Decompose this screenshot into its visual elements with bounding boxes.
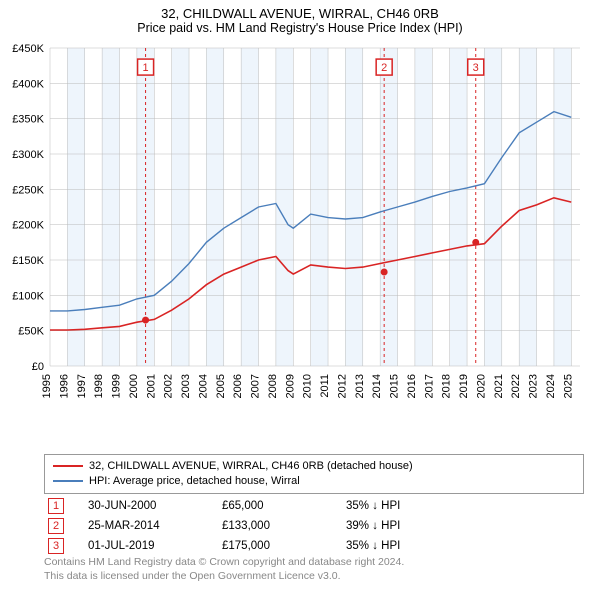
svg-text:2020: 2020: [475, 374, 487, 398]
svg-text:2003: 2003: [180, 374, 192, 398]
page: 32, CHILDWALL AVENUE, WIRRAL, CH46 0RB P…: [0, 0, 600, 590]
svg-text:2018: 2018: [441, 374, 453, 398]
svg-text:£350K: £350K: [12, 114, 44, 126]
chart-svg: 123£0£50K£100K£150K£200K£250K£300K£350K£…: [44, 44, 584, 414]
svg-text:2006: 2006: [232, 374, 244, 398]
event-pct: 39% ↓ HPI: [346, 520, 466, 532]
title-subtitle: Price paid vs. HM Land Registry's House …: [0, 21, 600, 35]
event-price: £65,000: [222, 500, 322, 512]
svg-text:£0: £0: [32, 361, 44, 373]
event-pct: 35% ↓ HPI: [346, 540, 466, 552]
svg-text:£100K: £100K: [12, 290, 44, 302]
footer-line: This data is licensed under the Open Gov…: [44, 570, 584, 584]
event-badge: 2: [48, 518, 64, 534]
svg-text:2001: 2001: [145, 374, 157, 398]
svg-text:£200K: £200K: [12, 220, 44, 232]
svg-text:£150K: £150K: [12, 255, 44, 267]
svg-text:1997: 1997: [76, 374, 88, 398]
title-block: 32, CHILDWALL AVENUE, WIRRAL, CH46 0RB P…: [0, 0, 600, 39]
events-table: 1 30-JUN-2000 £65,000 35% ↓ HPI 2 25-MAR-2014…: [44, 496, 584, 556]
svg-text:2009: 2009: [284, 374, 296, 398]
svg-text:£250K: £250K: [12, 184, 44, 196]
svg-text:1998: 1998: [93, 374, 105, 398]
svg-text:2019: 2019: [458, 374, 470, 398]
svg-text:2025: 2025: [562, 374, 574, 398]
svg-text:2015: 2015: [389, 374, 401, 398]
event-row: 1 30-JUN-2000 £65,000 35% ↓ HPI: [44, 496, 584, 516]
event-price: £175,000: [222, 540, 322, 552]
legend-swatch: [53, 465, 83, 467]
svg-text:2007: 2007: [250, 374, 262, 398]
svg-text:£300K: £300K: [12, 149, 44, 161]
event-price: £133,000: [222, 520, 322, 532]
svg-text:2024: 2024: [545, 374, 557, 398]
legend-label: HPI: Average price, detached house, Wirr…: [89, 474, 300, 489]
event-date: 30-JUN-2000: [88, 500, 198, 512]
svg-text:£50K: £50K: [18, 326, 44, 338]
chart: 123£0£50K£100K£150K£200K£250K£300K£350K£…: [44, 44, 584, 414]
event-row: 3 01-JUL-2019 £175,000 35% ↓ HPI: [44, 536, 584, 556]
footer: Contains HM Land Registry data © Crown c…: [44, 556, 584, 583]
svg-text:2016: 2016: [406, 374, 418, 398]
svg-text:1999: 1999: [111, 374, 123, 398]
svg-text:2005: 2005: [215, 374, 227, 398]
svg-text:1995: 1995: [41, 374, 53, 398]
legend-label: 32, CHILDWALL AVENUE, WIRRAL, CH46 0RB (…: [89, 459, 413, 474]
svg-text:2004: 2004: [197, 374, 209, 398]
event-date: 25-MAR-2014: [88, 520, 198, 532]
footer-line: Contains HM Land Registry data © Crown c…: [44, 556, 584, 570]
svg-text:1996: 1996: [58, 374, 70, 398]
legend: 32, CHILDWALL AVENUE, WIRRAL, CH46 0RB (…: [44, 454, 584, 494]
svg-text:1: 1: [143, 62, 149, 74]
event-badge: 3: [48, 538, 64, 554]
svg-text:£450K: £450K: [12, 43, 44, 55]
event-date: 01-JUL-2019: [88, 540, 198, 552]
event-badge: 1: [48, 498, 64, 514]
svg-text:2023: 2023: [528, 374, 540, 398]
svg-text:£400K: £400K: [12, 78, 44, 90]
event-pct: 35% ↓ HPI: [346, 500, 466, 512]
title-address: 32, CHILDWALL AVENUE, WIRRAL, CH46 0RB: [0, 6, 600, 21]
legend-swatch: [53, 480, 83, 482]
legend-item: HPI: Average price, detached house, Wirr…: [53, 474, 575, 489]
svg-text:2000: 2000: [128, 374, 140, 398]
svg-text:2: 2: [381, 62, 387, 74]
svg-text:2008: 2008: [267, 374, 279, 398]
svg-text:2012: 2012: [336, 374, 348, 398]
svg-text:2002: 2002: [163, 374, 175, 398]
svg-text:3: 3: [473, 62, 479, 74]
event-row: 2 25-MAR-2014 £133,000 39% ↓ HPI: [44, 516, 584, 536]
svg-text:2010: 2010: [302, 374, 314, 398]
svg-text:2011: 2011: [319, 374, 331, 398]
svg-text:2017: 2017: [423, 374, 435, 398]
svg-text:2013: 2013: [354, 374, 366, 398]
svg-text:2022: 2022: [510, 374, 522, 398]
svg-text:2021: 2021: [493, 374, 505, 398]
svg-text:2014: 2014: [371, 374, 383, 398]
legend-item: 32, CHILDWALL AVENUE, WIRRAL, CH46 0RB (…: [53, 459, 575, 474]
